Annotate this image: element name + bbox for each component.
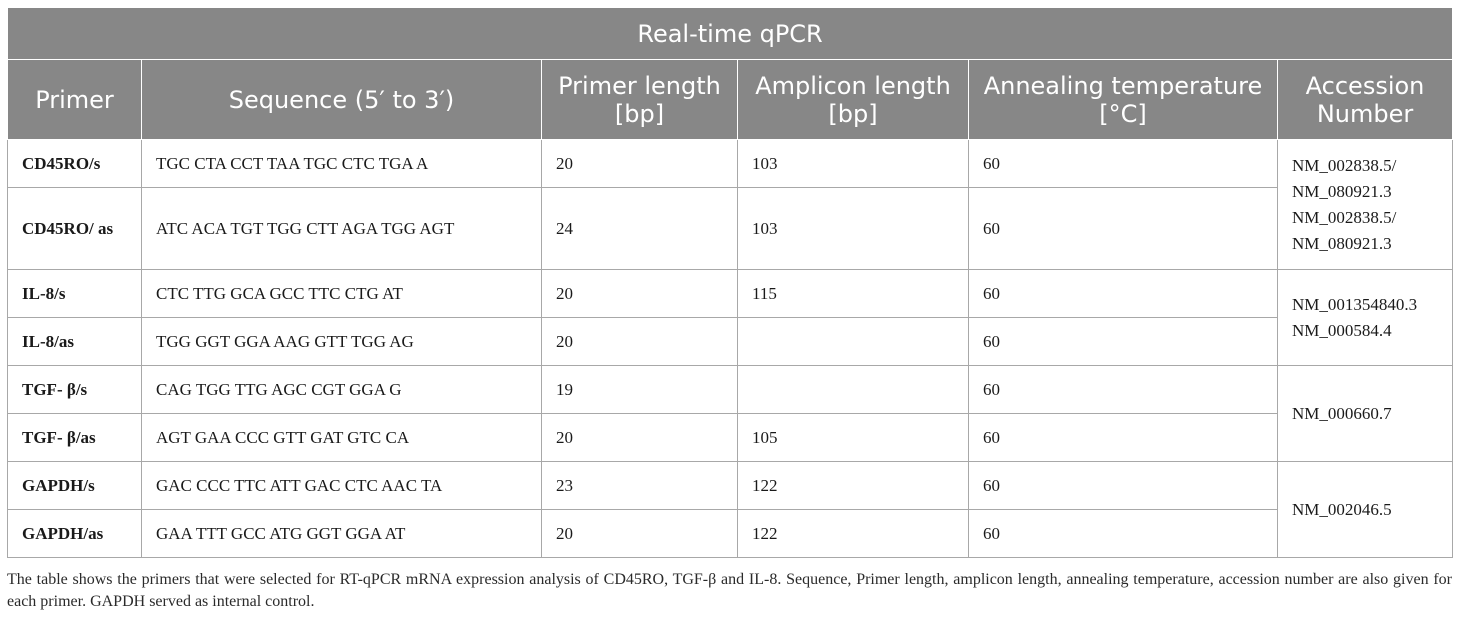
header-primer-length: Primer length [bp] <box>541 59 738 140</box>
annealing-cell: 60 <box>968 269 1278 318</box>
primer-length-cell: 23 <box>541 461 738 510</box>
primer-length-cell: 20 <box>541 139 738 188</box>
table-row: IL-8/s CTC TTG GCA GCC TTC CTG AT 20 115… <box>7 269 1454 366</box>
primer-length-cell: 20 <box>541 269 738 318</box>
primer-table: Real-time qPCR Primer Sequence (5′ to 3′… <box>6 8 1454 558</box>
primer-length-cell: 20 <box>541 317 738 366</box>
annealing-cell: 60 <box>968 365 1278 414</box>
primer-cell: CD45RO/ as <box>7 187 142 270</box>
table-caption: The table shows the primers that were se… <box>7 571 1452 610</box>
primer-length-cell: 19 <box>541 365 738 414</box>
amplicon-length-cell: 122 <box>737 461 969 510</box>
amplicon-length-cell: 105 <box>737 413 969 462</box>
table-header-row: Primer Sequence (5′ to 3′) Primer length… <box>7 59 1454 140</box>
annealing-cell: 60 <box>968 139 1278 188</box>
sequence-cell: CAG TGG TTG AGC CGT GGA G <box>141 365 542 414</box>
table-row: TGF- β/as AGT GAA CCC GTT GAT GTC CA 20 … <box>7 413 1453 462</box>
header-sequence: Sequence (5′ to 3′) <box>141 59 542 140</box>
header-accession-number: Accession Number <box>1276 59 1454 140</box>
annealing-cell: 60 <box>968 509 1278 558</box>
sequence-cell: ATC ACA TGT TGG CTT AGA TGG AGT <box>141 187 542 270</box>
annealing-cell: 60 <box>968 317 1278 366</box>
primer-cell: TGF- β/as <box>7 413 142 462</box>
table-row: CD45RO/ as ATC ACA TGT TGG CTT AGA TGG A… <box>7 187 1453 270</box>
primer-length-cell: 20 <box>541 413 738 462</box>
header-amplicon-length: Amplicon length [bp] <box>737 59 969 140</box>
primer-cell: IL-8/s <box>7 269 142 318</box>
primer-cell: CD45RO/s <box>7 139 142 188</box>
sequence-cell: GAC CCC TTC ATT GAC CTC AAC TA <box>141 461 542 510</box>
accession-cell-cd45ro: NM_002838.5/ NM_080921.3 NM_002838.5/ NM… <box>1276 139 1454 270</box>
annealing-cell: 60 <box>968 187 1278 270</box>
table-row: GAPDH/s GAC CCC TTC ATT GAC CTC AAC TA 2… <box>7 461 1454 558</box>
table-title: Real-time qPCR <box>6 8 1454 60</box>
accession-cell-gapdh: NM_002046.5 <box>1276 461 1454 558</box>
amplicon-length-cell: 103 <box>737 139 969 188</box>
amplicon-length-cell <box>737 317 969 366</box>
primer-cell: IL-8/as <box>7 317 142 366</box>
amplicon-length-cell: 103 <box>737 187 969 270</box>
amplicon-length-cell: 122 <box>737 509 969 558</box>
annealing-cell: 60 <box>968 461 1278 510</box>
sequence-cell: TGG GGT GGA AAG GTT TGG AG <box>141 317 542 366</box>
sequence-cell: AGT GAA CCC GTT GAT GTC CA <box>141 413 542 462</box>
sequence-cell: GAA TTT GCC ATG GGT GGA AT <box>141 509 542 558</box>
amplicon-length-cell: 115 <box>737 269 969 318</box>
accession-cell-tgfb: NM_000660.7 <box>1276 365 1454 462</box>
sequence-cell: CTC TTG GCA GCC TTC CTG AT <box>141 269 542 318</box>
sequence-cell: TGC CTA CCT TAA TGC CTC TGA A <box>141 139 542 188</box>
primer-length-cell: 24 <box>541 187 738 270</box>
table-row: CD45RO/s TGC CTA CCT TAA TGC CTC TGA A 2… <box>7 139 1454 270</box>
annealing-cell: 60 <box>968 413 1278 462</box>
header-primer: Primer <box>7 59 142 140</box>
table-row: GAPDH/as GAA TTT GCC ATG GGT GGA AT 20 1… <box>7 509 1453 558</box>
primer-cell: TGF- β/s <box>7 365 142 414</box>
primer-table-container: Real-time qPCR Primer Sequence (5′ to 3′… <box>6 8 1454 558</box>
table-row: TGF- β/s CAG TGG TTG AGC CGT GGA G 19 60… <box>7 365 1454 462</box>
primer-cell: GAPDH/as <box>7 509 142 558</box>
primer-cell: GAPDH/s <box>7 461 142 510</box>
accession-cell-il8: NM_001354840.3 NM_000584.4 <box>1276 269 1454 366</box>
table-title-row: Real-time qPCR <box>6 8 1454 60</box>
primer-length-cell: 20 <box>541 509 738 558</box>
table-row: IL-8/as TGG GGT GGA AAG GTT TGG AG 20 60 <box>7 317 1453 366</box>
header-annealing-temperature: Annealing temperature [°C] <box>968 59 1278 140</box>
amplicon-length-cell <box>737 365 969 414</box>
